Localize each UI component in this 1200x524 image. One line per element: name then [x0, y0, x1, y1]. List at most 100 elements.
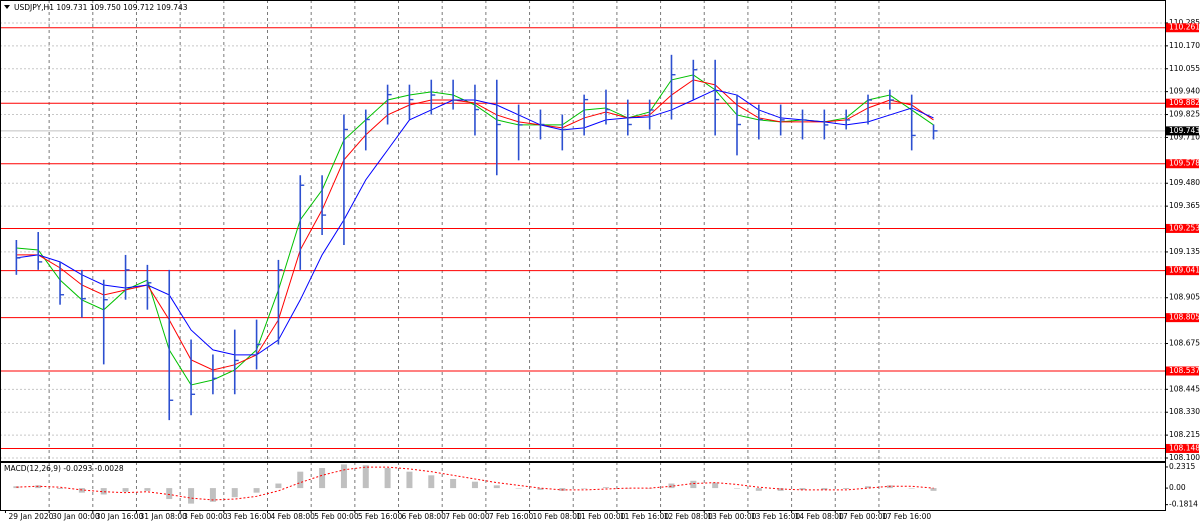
plot: [0, 27, 1165, 504]
grid: [0, 0, 1165, 510]
x-tick-label: 5 Feb 00:00: [314, 512, 359, 521]
histogram-bar: [209, 488, 216, 502]
x-tick-label: 4 Feb 08:00: [271, 512, 316, 521]
level-label-bg: [1166, 98, 1199, 108]
x-tick-label: 14 Feb 08:00: [795, 512, 844, 521]
y-tick-label: 108.905: [1169, 293, 1200, 302]
last-price-label: 109.743: [1169, 126, 1200, 135]
histogram-bar: [100, 488, 107, 495]
x-tick-label: 12 Feb 08:00: [664, 512, 713, 521]
histogram-bar: [275, 483, 282, 489]
macd-title: MACD(12,26,9) -0.0293 -0.0028: [4, 464, 124, 473]
x-tick-label: 5 Feb 16:00: [358, 512, 403, 521]
chart-title: USDJPY,H1 109.731 109.750 109.712 109.74…: [14, 3, 188, 12]
histogram-bar: [122, 488, 129, 492]
level-label-bg: [1166, 266, 1199, 276]
histogram-bar: [340, 464, 347, 489]
histogram-bar: [428, 475, 435, 489]
y-tick-label: 109.940: [1169, 87, 1200, 96]
y-tick-label: 110.285: [1169, 18, 1200, 27]
y-tick-label: 108.100: [1169, 453, 1200, 462]
x-tick-label: 17 Feb 16:00: [882, 512, 931, 521]
level-label: 110.261: [1169, 23, 1200, 32]
y-tick-label: 109.710: [1169, 132, 1200, 141]
histogram-bar: [188, 488, 195, 504]
histogram-bar: [450, 478, 457, 489]
x-tick-label: 11 Feb 16:00: [620, 512, 669, 521]
histogram-bar: [930, 488, 937, 491]
x-tick-label: 3 Feb 16:00: [227, 512, 272, 521]
y-tick-label: 110.055: [1169, 64, 1200, 73]
histogram-bar: [755, 488, 762, 491]
x-tick-label: 13 Feb 00:00: [707, 512, 756, 521]
histogram-bar: [690, 480, 697, 489]
signal-line: [16, 466, 934, 501]
histogram-bar: [362, 465, 369, 489]
x-tick-label: 7 Feb 16:00: [489, 512, 534, 521]
histogram-bar: [13, 486, 20, 489]
histogram-bar: [668, 483, 675, 489]
x-tick-label: 29 Jan 2020: [8, 512, 53, 521]
y-tick-label: 108.675: [1169, 339, 1200, 348]
level-label: 108.148: [1169, 443, 1200, 452]
y-tick-label: 109.480: [1169, 178, 1200, 187]
histogram-bar: [821, 488, 828, 490]
level-label-bg: [1166, 313, 1199, 323]
y-tick-label: 0.2315: [1169, 462, 1195, 471]
y-tick-label: 109.825: [1169, 110, 1200, 119]
histogram-bar: [624, 488, 631, 489]
level-label: 109.253: [1169, 223, 1200, 232]
histogram-bar: [515, 488, 522, 489]
histogram-bar: [166, 488, 173, 500]
x-tick-label: 11 Feb 00:00: [576, 512, 625, 521]
level-label: 108.805: [1169, 313, 1200, 322]
level-label: 108.537: [1169, 366, 1200, 375]
histogram-bar: [908, 488, 915, 489]
histogram-bar: [843, 488, 850, 490]
x-tick-label: 3 Feb 00:00: [183, 512, 228, 521]
menu-arrow[interactable]: [4, 5, 10, 9]
level-label-bg: [1166, 443, 1199, 453]
y-tick-label: 110.170: [1169, 41, 1200, 50]
level-label-bg: [1166, 23, 1199, 33]
level-label-bg: [1166, 159, 1199, 169]
histogram-bar: [777, 488, 784, 491]
histogram-bar: [602, 487, 609, 489]
level-label: 109.882: [1169, 98, 1200, 107]
histogram-bar: [144, 488, 151, 491]
histogram-bar: [712, 482, 719, 489]
histogram-bar: [319, 468, 326, 489]
y-tick-label: 108.330: [1169, 407, 1200, 416]
x-tick-label: 30 Jan 00:00: [52, 512, 100, 521]
x-tick-label: 6 Feb 08:00: [402, 512, 447, 521]
level-label: 109.041: [1169, 266, 1200, 275]
histogram-bar: [471, 481, 478, 489]
y-tick-label: 108.445: [1169, 384, 1200, 393]
histogram-bar: [231, 488, 238, 498]
histogram-bar: [493, 485, 500, 489]
histogram-bar: [253, 488, 260, 493]
last-price-bg: [1166, 126, 1199, 136]
x-tick-label: 13 Feb 16:00: [751, 512, 800, 521]
histogram-bar: [57, 488, 64, 490]
level-label-bg: [1166, 223, 1199, 233]
y-tick-label: 109.365: [1169, 201, 1200, 210]
histogram-bar: [799, 488, 806, 490]
macd-frame: [0, 462, 1166, 511]
histogram-bar: [537, 488, 544, 490]
x-tick-label: 31 Jan 08:00: [139, 512, 187, 521]
histogram-bar: [406, 471, 413, 489]
y-tick-label: -0.1814: [1169, 500, 1198, 509]
y-tick-label: 108.215: [1169, 430, 1200, 439]
histogram-bar: [865, 486, 872, 489]
y-tick-label: 109.135: [1169, 247, 1200, 256]
histogram-bar: [581, 488, 588, 489]
level-label-bg: [1166, 366, 1199, 376]
main-frame: [0, 0, 1166, 462]
x-tick-label: 10 Feb 08:00: [533, 512, 582, 521]
histogram-bar: [297, 471, 304, 489]
x-tick-label: 17 Feb 00:00: [838, 512, 887, 521]
x-tick-label: 7 Feb 00:00: [445, 512, 490, 521]
histogram-bar: [733, 488, 740, 489]
